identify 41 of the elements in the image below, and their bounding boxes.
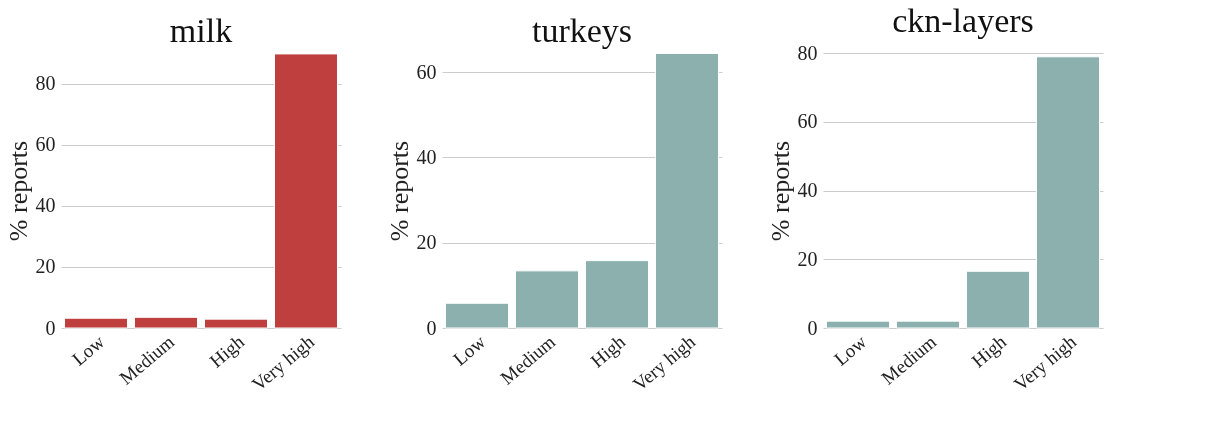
bar bbox=[585, 260, 649, 329]
x-tick-label: Low bbox=[68, 330, 109, 370]
bar bbox=[64, 317, 128, 329]
y-tick-label: 60 bbox=[35, 133, 56, 156]
bar bbox=[134, 316, 198, 329]
y-tick-label: 0 bbox=[426, 316, 437, 339]
x-tick-label: Very high bbox=[628, 330, 700, 395]
bar bbox=[966, 270, 1030, 329]
chart-title: ckn-layers bbox=[892, 2, 1034, 39]
bar bbox=[515, 270, 579, 329]
bar bbox=[204, 318, 268, 329]
y-tick-label: 20 bbox=[35, 255, 56, 278]
y-axis-title: % reports bbox=[765, 140, 795, 242]
chart-title: turkeys bbox=[531, 11, 633, 49]
bar bbox=[896, 320, 960, 329]
bar bbox=[274, 53, 338, 329]
y-axis-title: % reports bbox=[3, 140, 33, 242]
chart-title: milk bbox=[169, 12, 233, 49]
y-tick-label: 40 bbox=[797, 179, 818, 201]
y-tick-label: 60 bbox=[416, 60, 437, 83]
x-tick-label: Low bbox=[449, 330, 490, 370]
bar bbox=[1036, 56, 1100, 329]
bar bbox=[445, 302, 509, 329]
y-tick-label: 40 bbox=[416, 145, 437, 168]
x-tick-label: Very high bbox=[1009, 330, 1081, 395]
y-tick-label: 20 bbox=[797, 247, 818, 270]
bar bbox=[655, 52, 719, 329]
y-tick-label: 60 bbox=[797, 110, 818, 133]
y-tick-label: 0 bbox=[807, 316, 818, 339]
y-tick-label: 80 bbox=[797, 41, 818, 64]
y-axis-title: % reports bbox=[384, 140, 414, 242]
x-tick-label: High bbox=[586, 330, 630, 372]
y-tick-label: 0 bbox=[45, 316, 56, 339]
x-tick-label: Low bbox=[830, 330, 871, 370]
bar bbox=[826, 320, 890, 329]
y-tick-label: 20 bbox=[416, 231, 437, 254]
x-tick-label: High bbox=[205, 330, 249, 372]
x-tick-label: Very high bbox=[247, 330, 319, 395]
y-tick-label: 40 bbox=[35, 194, 56, 217]
x-tick-label: High bbox=[967, 330, 1011, 372]
y-tick-label: 80 bbox=[35, 72, 56, 95]
